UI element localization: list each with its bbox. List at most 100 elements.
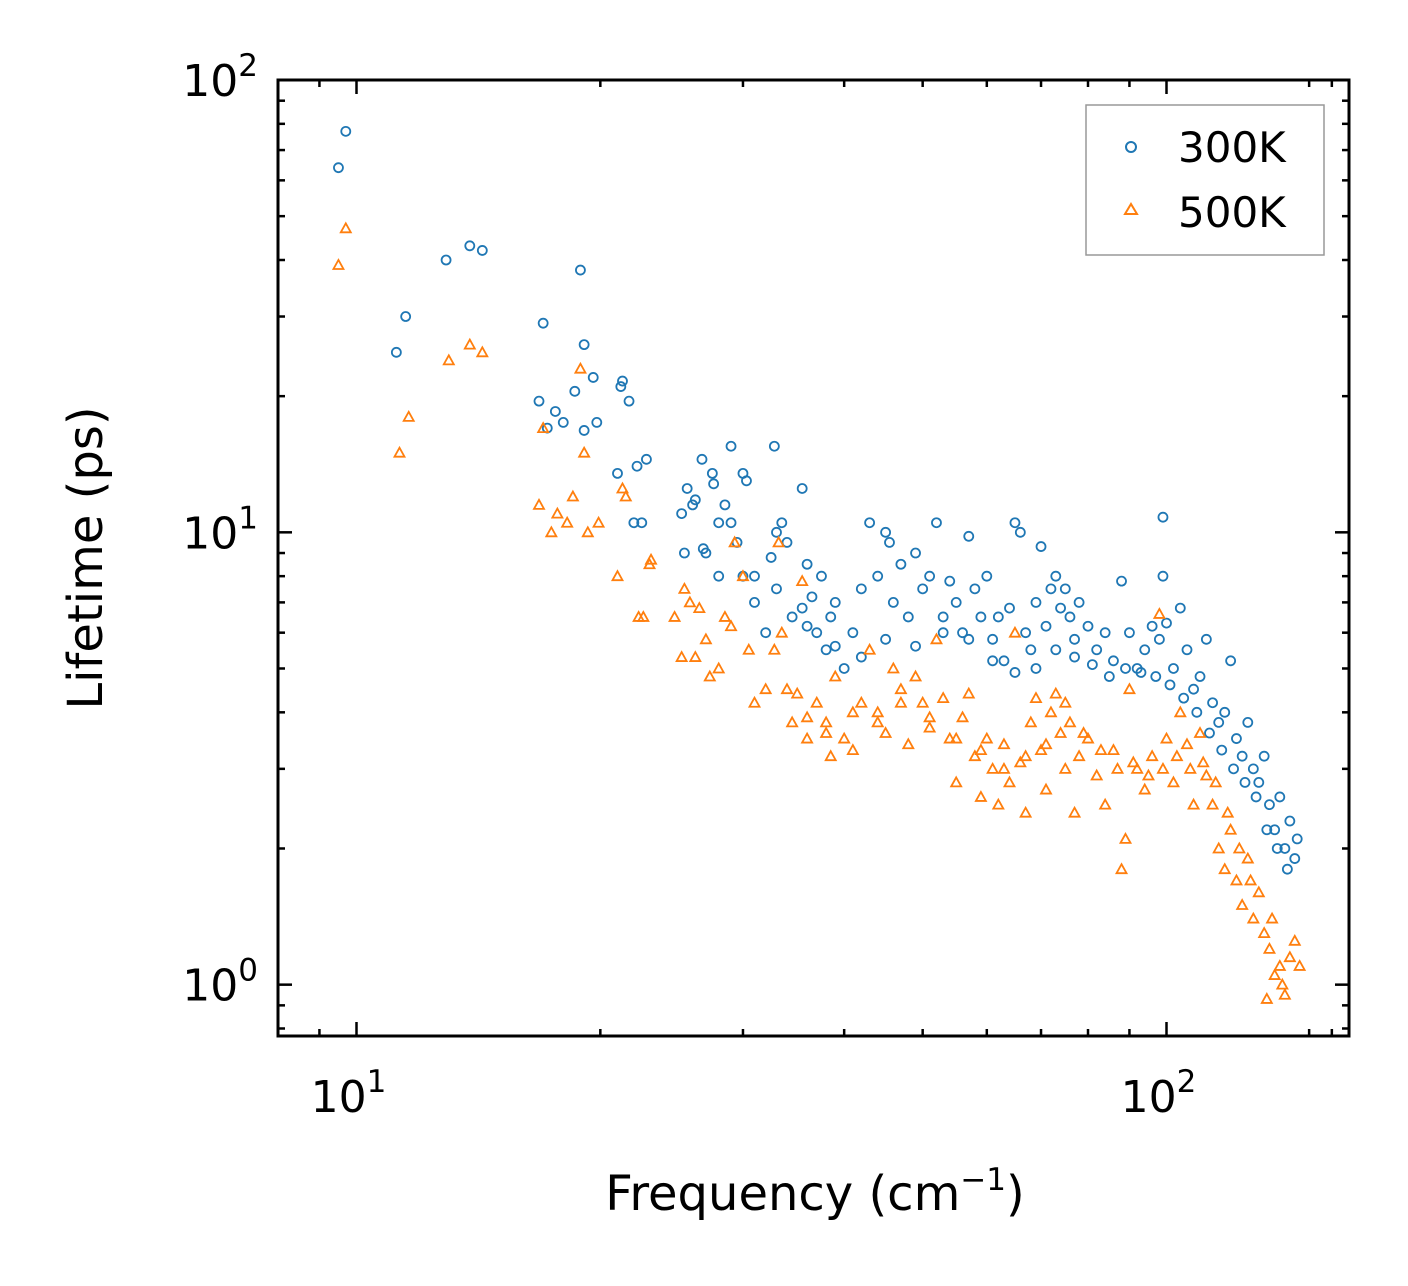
point-300k	[1174, 602, 1186, 614]
point-500k	[615, 481, 630, 494]
point-500k	[949, 731, 963, 744]
point-500k	[560, 515, 574, 528]
point-300k	[676, 508, 688, 520]
point-300k	[549, 406, 561, 417]
point-500k	[1141, 768, 1155, 781]
point-300k	[969, 583, 981, 595]
point-300k	[847, 627, 859, 639]
point-500k	[810, 695, 824, 708]
point-300k	[1164, 679, 1176, 691]
point-500k	[871, 705, 885, 718]
point-300k	[1274, 791, 1286, 803]
point-500k	[677, 581, 691, 594]
point-300k	[1135, 667, 1147, 678]
legend-label-500k: 500K	[1178, 188, 1287, 237]
point-300k	[612, 467, 623, 479]
point-500k	[712, 661, 726, 674]
point-300k	[864, 517, 876, 529]
point-300k	[689, 494, 701, 506]
point-500k	[1063, 715, 1077, 728]
point-500k	[759, 682, 773, 695]
point-500k	[997, 737, 1011, 750]
point-500k	[767, 642, 781, 655]
point-300k	[1261, 824, 1273, 836]
point-500k	[1049, 686, 1063, 699]
point-300k	[910, 547, 921, 559]
point-300k	[816, 570, 827, 582]
point-500k	[1209, 775, 1223, 788]
point-500k	[1039, 782, 1053, 795]
point-300k	[855, 651, 867, 663]
point-300k	[1231, 733, 1242, 744]
point-500k	[1013, 755, 1027, 768]
point-500k	[1244, 873, 1258, 886]
point-300k	[880, 526, 892, 538]
point-500k	[1218, 862, 1232, 875]
point-300k	[615, 381, 627, 392]
y-tick-label: 101	[182, 500, 258, 559]
point-500k	[1029, 691, 1043, 704]
point-300k	[1228, 763, 1239, 775]
point-500k	[1110, 761, 1125, 774]
point-500k	[566, 489, 580, 502]
legend-label-300k: 300K	[1178, 123, 1287, 172]
point-300k	[806, 591, 818, 603]
point-500k	[894, 682, 908, 695]
point-300k	[1091, 644, 1103, 656]
point-300k	[1216, 744, 1228, 756]
point-300k	[887, 596, 899, 608]
point-300k	[1153, 633, 1165, 645]
point-300k	[1271, 843, 1283, 854]
point-300k	[796, 602, 808, 614]
point-300k	[1219, 706, 1231, 718]
point-500k	[1090, 768, 1104, 781]
point-500k	[837, 731, 851, 744]
point-300k	[706, 467, 718, 479]
point-500k	[1094, 743, 1108, 756]
point-300k	[880, 633, 892, 645]
point-300k	[1086, 659, 1098, 671]
point-500k	[402, 410, 416, 422]
point-500k	[991, 797, 1005, 810]
point-500k	[871, 715, 885, 728]
point-500k	[824, 749, 838, 762]
point-500k	[724, 619, 738, 632]
point-500k	[1044, 705, 1058, 718]
point-300k	[1120, 663, 1131, 674]
point-500k	[1024, 715, 1038, 728]
point-300k	[786, 611, 798, 623]
point-500k	[742, 642, 756, 655]
point-500k	[997, 761, 1011, 774]
point-300k	[950, 596, 962, 608]
point-500k	[1288, 933, 1302, 946]
point-300k	[679, 547, 690, 559]
point-500k	[644, 552, 658, 565]
point-500k	[577, 445, 591, 458]
legend: 300K 500K	[1085, 104, 1325, 256]
point-500k	[1246, 911, 1260, 924]
point-500k	[1077, 726, 1091, 738]
point-500k	[736, 569, 750, 582]
point-300k	[1207, 697, 1218, 709]
point-300k	[937, 627, 949, 639]
point-300k	[1009, 667, 1021, 678]
point-300k	[1157, 570, 1169, 582]
point-300k	[884, 537, 895, 548]
point-500k	[986, 761, 1000, 774]
point-300k	[1139, 644, 1151, 656]
x-tick-label: 101	[311, 1064, 387, 1123]
point-300k	[1146, 620, 1158, 632]
point-500k	[1262, 941, 1276, 954]
point-500k	[688, 650, 702, 662]
point-500k	[1072, 749, 1086, 762]
point-500k	[1122, 682, 1136, 695]
point-500k	[1019, 805, 1033, 818]
point-300k	[390, 346, 402, 358]
point-300k	[781, 537, 793, 548]
point-300k	[440, 254, 452, 266]
point-500k	[703, 669, 717, 682]
point-500k	[795, 574, 809, 587]
point-300k	[697, 543, 709, 555]
tick-labels: 101 102 100 101 102	[182, 48, 1196, 1123]
